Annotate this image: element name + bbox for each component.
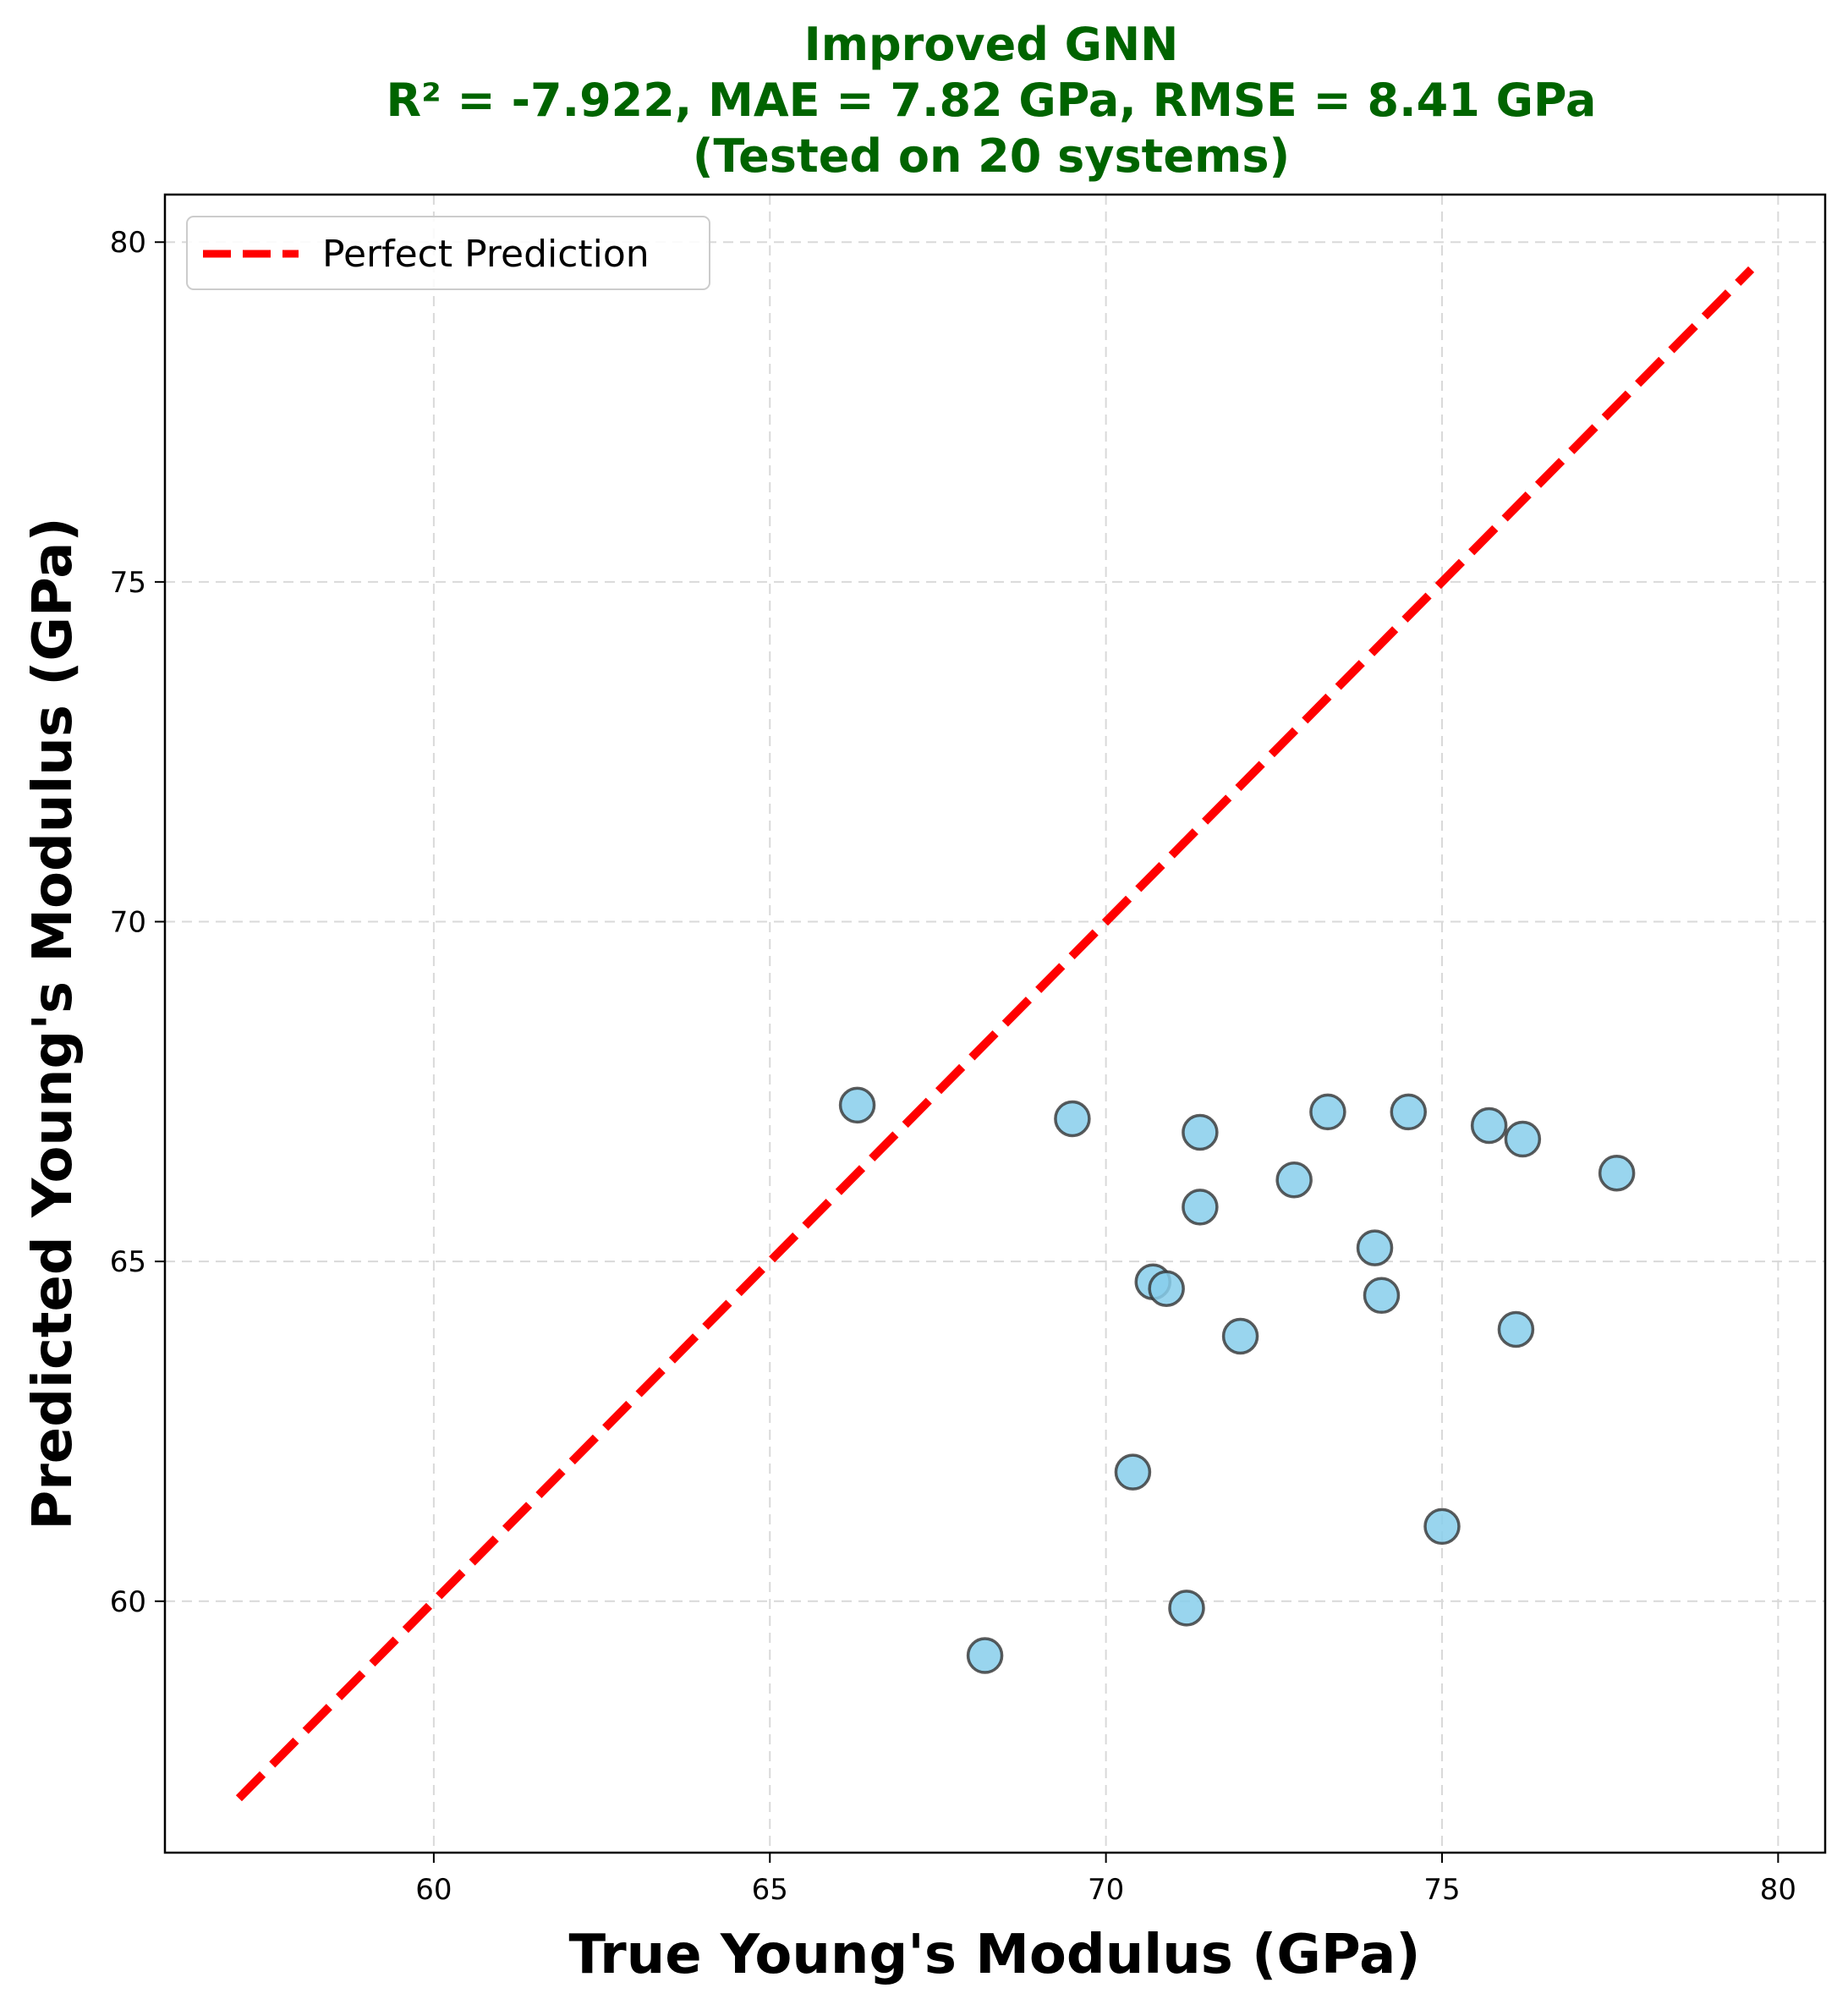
scatter-point <box>1598 1154 1636 1192</box>
scatter-point <box>1275 1162 1313 1199</box>
chart-title-line-3: (Tested on 20 systems) <box>693 129 1290 183</box>
y-tick-label: 80 <box>110 226 146 260</box>
x-tick-label: 80 <box>1760 1873 1796 1907</box>
legend: Perfect Prediction <box>186 216 710 290</box>
y-tick-label: 75 <box>110 566 146 600</box>
scatter-point <box>1309 1093 1346 1131</box>
scatter-point <box>1114 1453 1152 1491</box>
legend-box <box>186 216 710 290</box>
plot-frame <box>163 193 1827 1854</box>
scatter-point <box>1363 1277 1401 1315</box>
y-tick-label: 60 <box>110 1585 146 1619</box>
scatter-point <box>1504 1120 1542 1158</box>
x-tick-label: 70 <box>1088 1873 1124 1907</box>
axis-ticks: 60 65 70 75 80 60 65 70 75 80 <box>110 226 1796 1907</box>
scatter-point <box>966 1637 1004 1674</box>
scatter-points <box>838 1086 1636 1674</box>
x-axis-label: True Young's Modulus (GPa) <box>568 1924 1420 1986</box>
scatter-point <box>1148 1270 1185 1308</box>
scatter-point <box>1182 1189 1219 1226</box>
y-axis-label: Predicted Young's Modulus (GPa) <box>22 517 85 1529</box>
reference-line-layer <box>235 266 1755 1802</box>
scatter-point <box>1054 1100 1091 1138</box>
scatter-point <box>838 1086 876 1124</box>
grid-lines <box>165 195 1825 1853</box>
x-tick-label: 60 <box>415 1873 452 1907</box>
chart-title-line-1: Improved GNN <box>804 18 1179 71</box>
y-tick-label: 70 <box>110 906 146 940</box>
chart-title-line-2: R² = -7.922, MAE = 7.82 GPa, RMSE = 8.41… <box>387 74 1597 127</box>
perfect-prediction-line <box>235 266 1755 1802</box>
y-tick-label: 65 <box>110 1245 146 1279</box>
scatter-point <box>1356 1229 1394 1266</box>
x-tick-label: 75 <box>1423 1873 1460 1907</box>
scatter-point <box>1423 1508 1461 1546</box>
chart-title: Improved GNN R² = -7.922, MAE = 7.82 GPa… <box>387 18 1597 183</box>
scatter-point <box>1182 1113 1219 1151</box>
scatter-point <box>1221 1317 1259 1355</box>
scatter-point <box>1168 1590 1205 1627</box>
x-tick-label: 65 <box>752 1873 788 1907</box>
scatter-point <box>1470 1107 1508 1145</box>
scatter-point <box>1390 1093 1428 1131</box>
scatter-point <box>1497 1310 1535 1348</box>
legend-label-reference-line: Perfect Prediction <box>322 233 650 276</box>
